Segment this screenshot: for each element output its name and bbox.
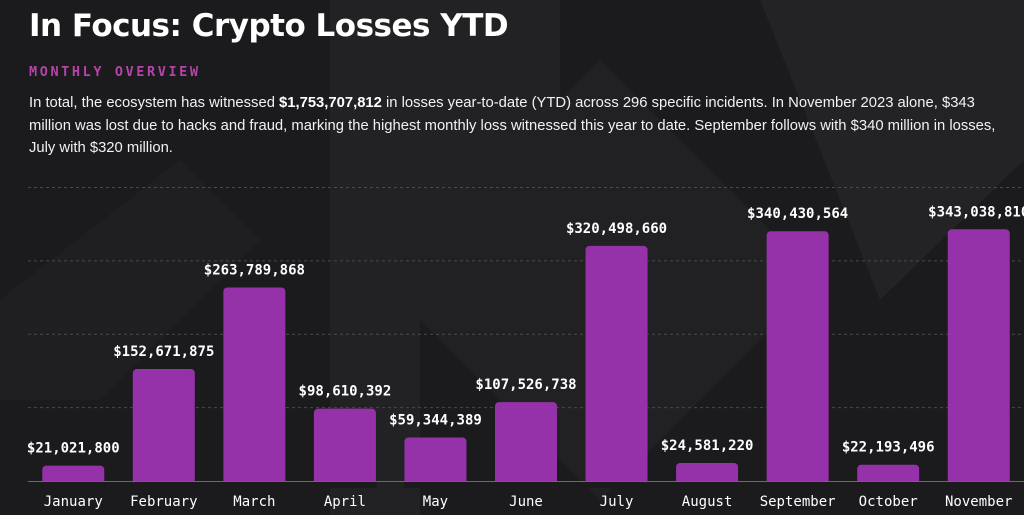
bar-june [495,402,557,485]
bar-base-mask [403,482,468,488]
bar-base-mask [131,482,196,488]
bar-october [857,464,920,485]
bar-november [947,229,1010,485]
bar-january [42,465,105,485]
summary-text-start: In total, the ecosystem has witnessed [29,95,280,111]
bar-february [132,368,195,485]
bar-base-mask [856,482,921,488]
data-label-august: $24,581,220 [661,438,754,454]
x-tick-label: April [324,494,366,510]
x-tick-label: August [682,494,733,510]
summary-total-highlight: $1,753,707,812 [279,95,382,111]
data-label-february: $152,671,875 [113,344,214,360]
data-label-november: $343,038,810 [928,204,1024,220]
data-label-may: $59,344,389 [389,412,482,428]
data-label-january: $21,021,800 [27,441,120,457]
bar-march [223,287,286,485]
bar-july [585,245,648,485]
x-tick-label: November [945,494,1012,510]
bar-base-mask [494,482,558,488]
x-tick-label: February [130,494,197,510]
x-tick-label: October [859,494,918,510]
bar-september [766,231,829,485]
bar-base-mask [312,482,377,488]
bar-base-mask [946,482,1011,488]
x-tick-label: May [423,494,448,510]
data-label-september: $340,430,564 [747,206,848,222]
x-tick-label: June [509,494,543,510]
summary-paragraph: In total, the ecosystem has witnessed $1… [29,92,1019,160]
x-tick-label: January [44,494,103,510]
x-tick-label: March [233,494,275,510]
bar-base-mask [765,482,830,488]
section-label: MONTHLY OVERVIEW [29,64,201,80]
data-label-june: $107,526,738 [475,377,576,393]
bar-may [404,437,467,485]
bar-base-mask [675,482,740,488]
data-label-march: $263,789,868 [204,262,305,278]
summary-text-end: in losses year-to-date (YTD) across 296 … [29,95,996,156]
data-label-october: $22,193,496 [842,440,935,456]
x-tick-label: July [600,494,634,510]
x-tick-label: September [760,494,836,510]
data-label-april: $98,610,392 [299,384,392,400]
page-title: In Focus: Crypto Losses YTD [29,8,509,44]
bar-base-mask [222,482,287,488]
bar-april [313,408,376,485]
bar-base-mask [584,482,649,488]
bar-base-mask [41,482,106,488]
bar-august [676,462,739,485]
data-label-july: $320,498,660 [566,221,667,237]
